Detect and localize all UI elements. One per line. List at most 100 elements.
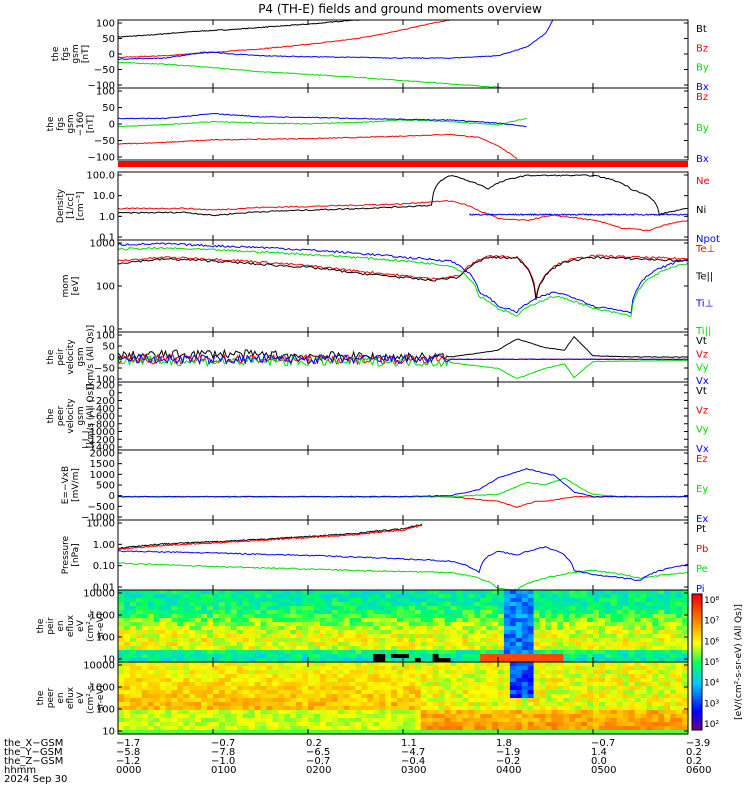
heatmap-cell — [118, 730, 125, 735]
heatmap-cell — [135, 718, 143, 723]
heatmap-cell — [587, 666, 594, 671]
heatmap-cell — [147, 634, 155, 639]
heatmap-cell — [604, 590, 612, 595]
heatmap-cell — [593, 666, 600, 671]
legend-entry: By — [696, 123, 709, 134]
heatmap-cell — [664, 642, 671, 647]
heatmap-cell — [521, 682, 529, 687]
heatmap-cell — [123, 662, 131, 667]
heatmap-cell — [515, 610, 523, 615]
heatmap-cell — [593, 682, 600, 687]
heatmap-cell — [367, 666, 374, 671]
heatmap-cell — [290, 602, 297, 607]
xaxis-value: −0.7 — [306, 756, 330, 767]
heatmap-cell — [652, 622, 659, 627]
heatmap-cell — [634, 730, 642, 735]
heatmap-cell — [278, 730, 285, 735]
panel-frame — [117, 239, 689, 333]
heatmap-cell — [254, 650, 262, 655]
heatmap-cell — [207, 710, 214, 715]
heatmap-cell — [367, 610, 374, 615]
heatmap-cell — [343, 670, 351, 675]
heatmap-cell — [118, 614, 125, 619]
heatmap-cell — [598, 702, 606, 707]
heatmap-cell — [403, 718, 410, 723]
heatmap-cell — [545, 590, 552, 595]
heatmap-cell — [509, 610, 517, 615]
heatmap-cell — [313, 598, 321, 603]
heatmap-cell — [308, 702, 315, 707]
heatmap-cell — [373, 722, 380, 727]
heatmap-cell — [450, 610, 457, 615]
heatmap-cell — [640, 698, 647, 703]
heatmap-cell — [207, 634, 214, 639]
ylabel-line: E=−VxB — [61, 466, 71, 504]
heatmap-cell — [456, 702, 463, 707]
heatmap-cell — [616, 618, 624, 623]
heatmap-cell — [153, 638, 161, 643]
heatmap-cell — [308, 598, 315, 603]
heatmap-cell — [278, 642, 285, 647]
heatmap-cell — [177, 638, 184, 643]
heatmap-cell — [213, 702, 220, 707]
heatmap-cell — [640, 690, 647, 695]
heatmap-cell — [403, 594, 410, 599]
heatmap-cell — [468, 610, 475, 615]
panel-peer_velocity: the peer velocity gsm [km/s (All Qs)] 2000−20… — [46, 381, 709, 456]
heatmap-cell — [213, 630, 220, 635]
legend-entry: Vx — [696, 444, 709, 455]
heatmap-cell — [515, 666, 523, 671]
heatmap-cell — [224, 622, 232, 627]
heatmap-cell — [438, 626, 446, 631]
heatmap-cell — [468, 622, 475, 627]
heatmap-cell — [468, 634, 475, 639]
heatmap-cell — [290, 634, 297, 639]
ytick-label: 0 — [109, 491, 115, 502]
heatmap-cell — [414, 638, 422, 643]
heatmap-cell — [171, 730, 178, 735]
heatmap-cell — [664, 694, 671, 699]
heatmap-cell — [598, 602, 606, 607]
heatmap-cell — [195, 690, 202, 695]
heatmap-cell — [135, 694, 143, 699]
heatmap-cell — [230, 610, 238, 615]
heatmap-cell — [290, 666, 297, 671]
heatmap-cell — [147, 598, 155, 603]
colorbar-swatch — [692, 597, 702, 602]
heatmap-cell — [260, 718, 267, 723]
heatmap-cell — [313, 626, 321, 631]
heatmap-cell — [118, 666, 125, 671]
heatmap-cell — [260, 726, 267, 731]
heatmap-cell — [165, 598, 172, 603]
heatmap-cell — [379, 602, 386, 607]
heatmap-cell — [218, 634, 226, 639]
heatmap-cell — [533, 714, 541, 719]
heatmap-cell — [604, 714, 612, 719]
colorbar-swatch — [692, 668, 702, 673]
heatmap-cell — [492, 658, 499, 663]
heatmap-cell — [539, 638, 547, 643]
heatmap-cell — [634, 658, 642, 663]
heatmap-cell — [278, 694, 285, 699]
heatmap-cell — [515, 674, 523, 679]
heatmap-cell — [670, 614, 677, 619]
heatmap-cell — [296, 634, 303, 639]
heatmap-cell — [462, 726, 469, 731]
heatmap-cell — [343, 730, 351, 735]
heatmap-cell — [337, 618, 345, 623]
heatmap-cell — [118, 662, 125, 667]
heatmap-cell — [468, 726, 475, 731]
heatmap-cell — [551, 658, 558, 663]
heatmap-cell — [533, 698, 541, 703]
heatmap-cell — [343, 610, 351, 615]
heatmap-cell — [177, 622, 184, 627]
heatmap-cell — [266, 674, 273, 679]
heatmap-cell — [147, 610, 155, 615]
heatmap-cell — [355, 590, 362, 595]
heatmap-cell — [319, 730, 327, 735]
heatmap-cell — [355, 662, 362, 667]
heatmap-cell — [509, 626, 517, 631]
heatmap-cell — [224, 646, 232, 651]
heatmap-cell — [634, 686, 642, 691]
